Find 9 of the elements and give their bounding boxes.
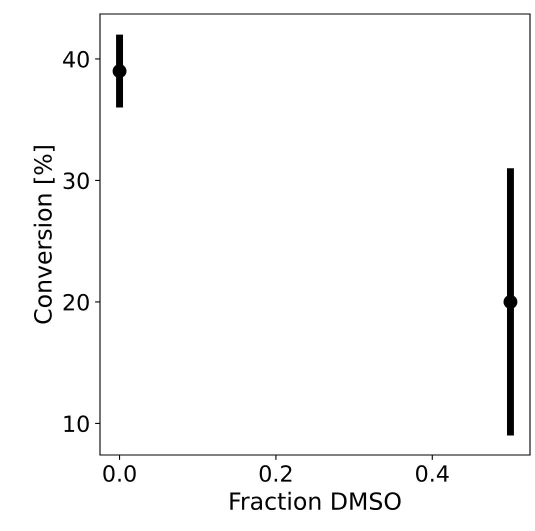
y-tick-label: 20 [64,294,89,311]
y-tick-label: 10 [64,415,89,432]
x-tick-label: 0.0 [103,465,136,482]
y-axis-title: Conversion [%] [34,146,55,324]
x-tick-label: 0.2 [260,465,292,482]
y-tick-label: 40 [63,50,89,68]
x-axis-title: Fraction DMSO [230,492,401,510]
x-tick-label: 0.4 [416,465,449,482]
y-tick-label: 30 [64,172,89,190]
